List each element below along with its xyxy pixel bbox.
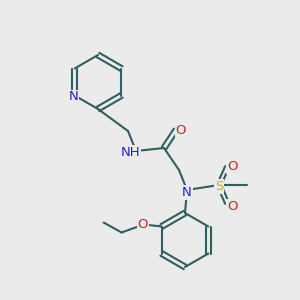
- Text: O: O: [227, 200, 237, 213]
- Text: O: O: [227, 160, 237, 173]
- Text: S: S: [215, 180, 223, 193]
- Text: O: O: [176, 124, 186, 137]
- Text: O: O: [137, 218, 148, 232]
- Text: N: N: [182, 186, 192, 199]
- Text: N: N: [69, 91, 79, 103]
- Text: NH: NH: [121, 146, 141, 159]
